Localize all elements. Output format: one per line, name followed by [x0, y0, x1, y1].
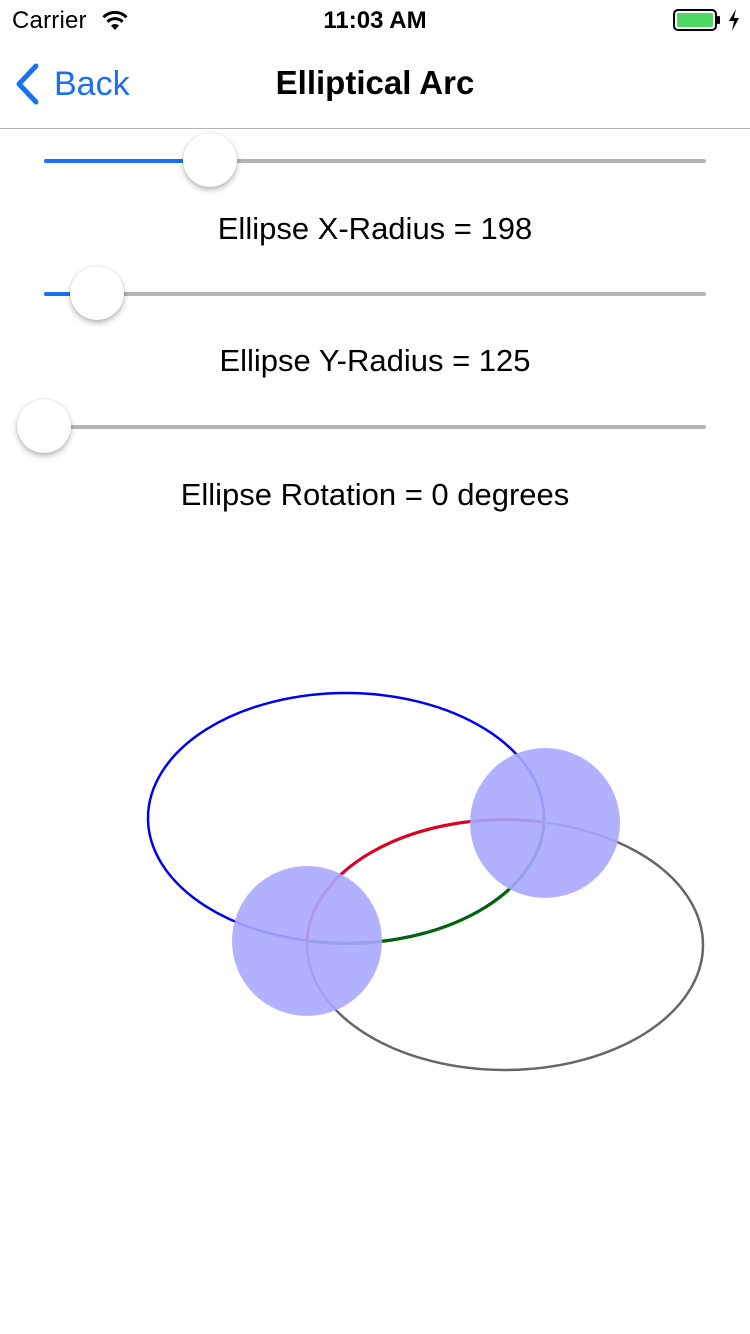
start-point-handle[interactable]: [232, 866, 382, 1016]
slider-track: [44, 425, 706, 429]
slider-thumb[interactable]: [17, 399, 71, 453]
battery-icon: [673, 9, 720, 31]
carrier-label: Carrier: [12, 7, 87, 34]
clock: 11:03 AM: [323, 7, 427, 34]
x-radius-label: Ellipse X-Radius = 198: [217, 211, 533, 246]
x-radius-slider[interactable]: [44, 131, 706, 191]
elliptical-arc-canvas[interactable]: [0, 560, 750, 1120]
wifi-icon: [102, 10, 128, 30]
slider-thumb[interactable]: [69, 266, 124, 320]
slider-track: [44, 159, 706, 163]
status-bar: Carrier 11:03 AM: [0, 0, 750, 40]
y-radius-label: Ellipse Y-Radius = 125: [219, 343, 531, 378]
slider-fill: [44, 159, 210, 163]
chevron-left-icon: [16, 63, 39, 105]
slider-thumb[interactable]: [182, 133, 237, 187]
navigation-bar: Back Elliptical Arc: [0, 40, 750, 129]
rotation-slider[interactable]: [17, 397, 706, 457]
page-title: Elliptical Arc: [275, 64, 475, 101]
charging-bolt-icon: [729, 9, 739, 31]
back-button[interactable]: Back: [14, 62, 130, 106]
end-point-handle[interactable]: [470, 748, 620, 898]
rotation-label: Ellipse Rotation = 0 degrees: [180, 477, 570, 512]
back-label: Back: [54, 64, 130, 103]
slider-track: [44, 292, 706, 296]
y-radius-slider[interactable]: [44, 264, 706, 324]
